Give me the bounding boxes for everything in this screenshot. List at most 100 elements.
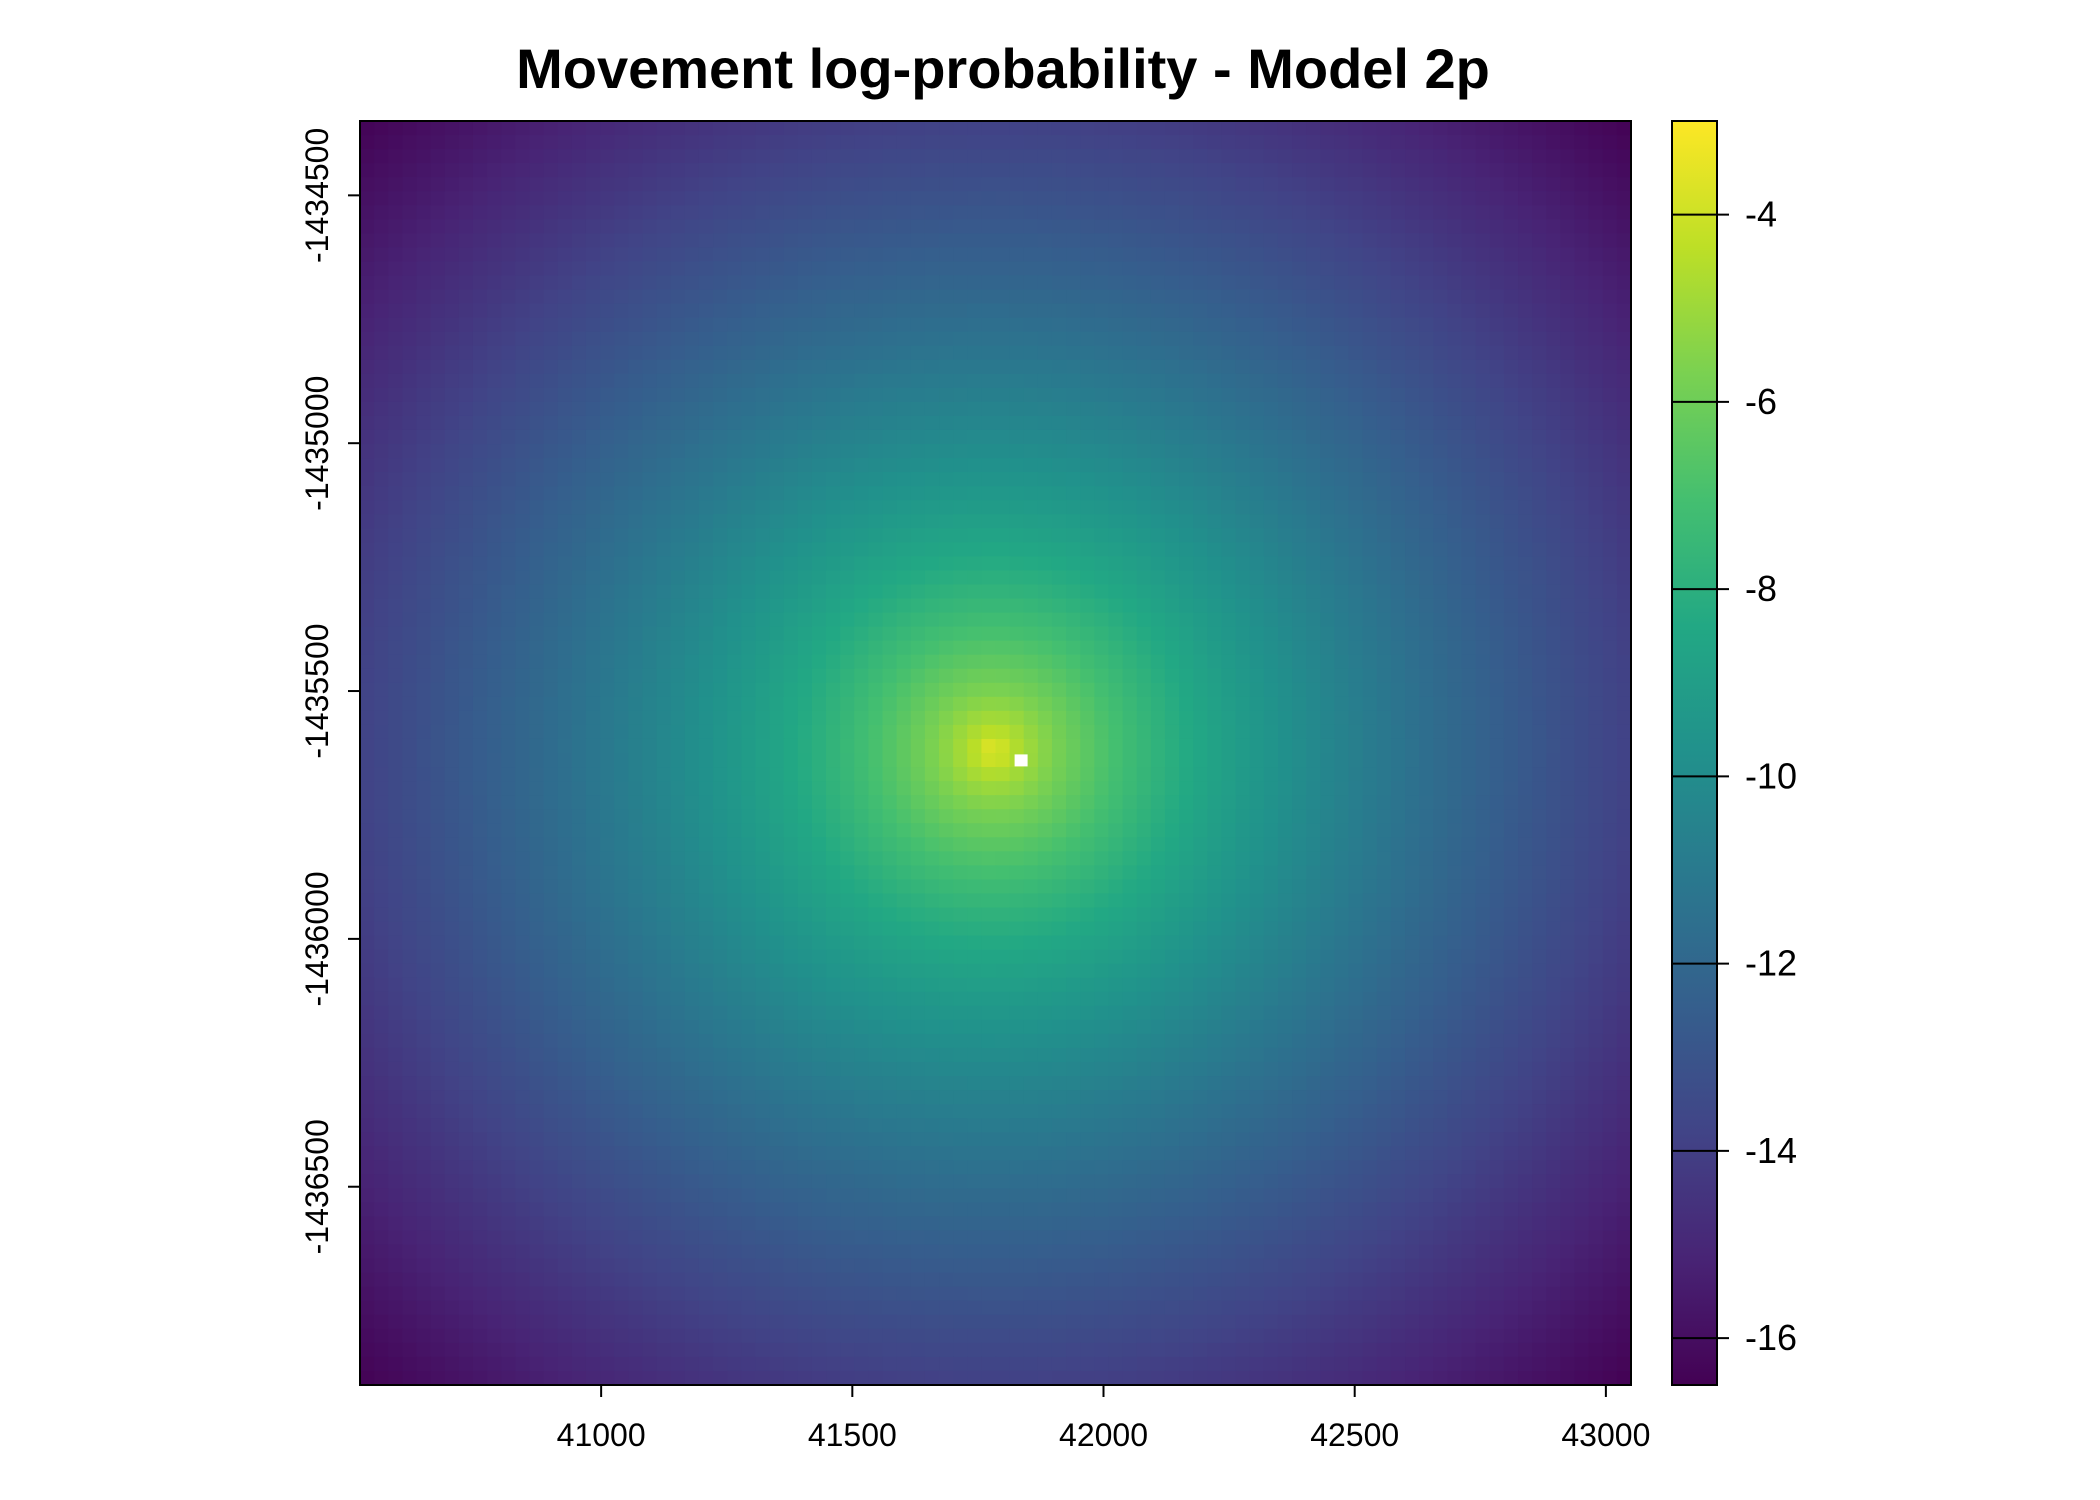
heatmap-cell (374, 458, 389, 473)
heatmap-cell (769, 191, 785, 206)
heatmap-cell (1051, 514, 1067, 529)
heatmap-cell (1518, 781, 1533, 796)
heatmap-cell (797, 205, 813, 220)
heatmap-cell (755, 893, 771, 909)
heatmap-cell (1433, 219, 1449, 234)
heatmap-cell (557, 823, 573, 838)
heatmap-cell (1461, 205, 1477, 220)
heatmap-cell (515, 472, 531, 487)
heatmap-cell (670, 809, 686, 824)
heatmap-cell (1405, 373, 1420, 389)
heatmap-cell (642, 261, 658, 277)
heatmap-cell (755, 401, 771, 417)
heatmap-cell (840, 598, 855, 614)
heatmap-cell (1546, 317, 1561, 333)
heatmap-cell (444, 345, 460, 361)
heatmap-cell (769, 135, 785, 150)
heatmap-cell (444, 823, 460, 838)
heatmap-cell (797, 640, 813, 656)
heatmap-cell (713, 738, 728, 754)
heatmap-cell (684, 317, 700, 333)
heatmap-cell (769, 289, 785, 305)
heatmap-cell (713, 626, 728, 642)
heatmap-cell (1362, 121, 1378, 136)
heatmap-cell (430, 668, 446, 684)
heatmap-cell (1235, 795, 1251, 810)
heatmap-cell (1009, 570, 1025, 586)
heatmap-cell (1263, 795, 1279, 810)
heatmap-cell (1419, 387, 1434, 403)
heatmap-cell (939, 640, 954, 656)
heatmap-cell (557, 682, 573, 698)
heatmap-cell (487, 205, 502, 220)
heatmap-cell (416, 654, 432, 670)
heatmap-cell (939, 289, 954, 305)
heatmap-cell (896, 654, 912, 670)
heatmap-cell (388, 753, 403, 768)
heatmap-cell (1179, 444, 1194, 459)
heatmap-cell (360, 598, 375, 614)
heatmap-cell (826, 500, 841, 515)
heatmap-cell (896, 275, 912, 291)
heatmap-cell (1376, 444, 1392, 459)
heatmap-cell (487, 823, 502, 838)
heatmap-cell (1179, 668, 1194, 684)
heatmap-cell (1051, 247, 1067, 263)
heatmap-cell (600, 331, 615, 347)
heatmap-cell (430, 275, 446, 291)
heatmap-cell (614, 753, 629, 768)
heatmap-cell (826, 865, 841, 880)
heatmap-cell (1390, 696, 1406, 712)
heatmap-cell (1136, 809, 1152, 824)
heatmap-cell (1150, 710, 1166, 726)
heatmap-cell (1602, 528, 1618, 543)
heatmap-cell (1320, 710, 1336, 726)
heatmap-cell (515, 149, 531, 164)
heatmap-cell (713, 640, 728, 656)
heatmap-cell (1164, 135, 1180, 150)
heatmap-cell (585, 247, 601, 263)
heatmap-cell (1602, 317, 1618, 333)
heatmap-cell (698, 753, 714, 768)
heatmap-cell (642, 135, 658, 150)
heatmap-cell (600, 640, 615, 656)
heatmap-cell (1390, 135, 1406, 150)
heatmap-cell (713, 373, 728, 389)
heatmap-cell (656, 781, 672, 796)
heatmap-cell (1193, 809, 1208, 824)
heatmap-cell (1433, 514, 1449, 529)
heatmap-cell (684, 500, 700, 515)
heatmap-cell (1009, 528, 1025, 543)
heatmap-cell (1051, 486, 1067, 501)
heatmap-cell (444, 289, 460, 305)
heatmap-cell (1376, 177, 1392, 192)
heatmap-cell (670, 135, 686, 150)
heatmap-cell (1263, 387, 1279, 403)
heatmap-cell (1249, 851, 1265, 866)
heatmap-cell (769, 738, 785, 754)
heatmap-cell (1461, 121, 1477, 136)
heatmap-cell (416, 149, 432, 164)
heatmap-cell (501, 177, 516, 192)
heatmap-cell (1546, 247, 1561, 263)
heatmap-cell (571, 851, 587, 866)
heatmap-cell (684, 444, 700, 459)
heatmap-cell (501, 275, 516, 291)
heatmap-cell (430, 640, 446, 656)
heatmap-cell (1461, 317, 1477, 333)
heatmap-cell (741, 401, 757, 417)
heatmap-cell (1263, 724, 1279, 740)
heatmap-cell (1560, 542, 1576, 557)
heatmap-cell (924, 247, 940, 263)
heatmap-cell (1362, 837, 1378, 852)
heatmap-cell (1433, 177, 1449, 192)
heatmap-cell (840, 261, 855, 277)
heatmap-cell (1320, 191, 1336, 206)
heatmap-cell (896, 486, 912, 501)
heatmap-cell (1390, 668, 1406, 684)
heatmap-cell (1136, 429, 1152, 445)
heatmap-cell (684, 781, 700, 796)
heatmap-cell (939, 809, 954, 824)
heatmap-cell (995, 149, 1011, 164)
heatmap-cell (741, 303, 757, 319)
